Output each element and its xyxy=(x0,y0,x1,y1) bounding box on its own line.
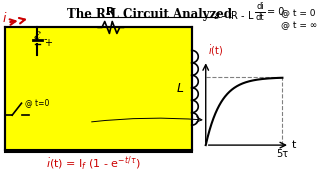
Text: R: R xyxy=(106,8,115,17)
Text: $\mathcal{E}$: $\mathcal{E}$ xyxy=(33,29,42,41)
Text: L: L xyxy=(176,82,183,95)
Text: dt: dt xyxy=(256,14,264,22)
Text: $\dot{\imath}$(t): $\dot{\imath}$(t) xyxy=(208,44,223,58)
Text: @ t=0: @ t=0 xyxy=(25,98,50,107)
Text: @ t = 0: @ t = 0 xyxy=(281,8,315,17)
Text: +: + xyxy=(44,38,52,48)
Text: t: t xyxy=(292,140,296,150)
Text: $\dot{\imath}$(t) = I$_f$ (1 - e$^{-t/\tau}$): $\dot{\imath}$(t) = I$_f$ (1 - e$^{-t/\t… xyxy=(46,155,141,173)
Text: @ t = ∞: @ t = ∞ xyxy=(281,21,317,30)
Text: di: di xyxy=(256,3,264,12)
Text: = 0: = 0 xyxy=(267,8,284,17)
Bar xyxy=(5,28,192,152)
Text: $i$: $i$ xyxy=(2,12,7,26)
Text: 5τ: 5τ xyxy=(276,149,288,159)
Text: $\mathcal{E}$ - $\dot{\imath}$R - L: $\mathcal{E}$ - $\dot{\imath}$R - L xyxy=(213,8,255,22)
Text: -: - xyxy=(44,34,47,44)
Text: The R-L Circuit Analyzed: The R-L Circuit Analyzed xyxy=(67,8,232,21)
